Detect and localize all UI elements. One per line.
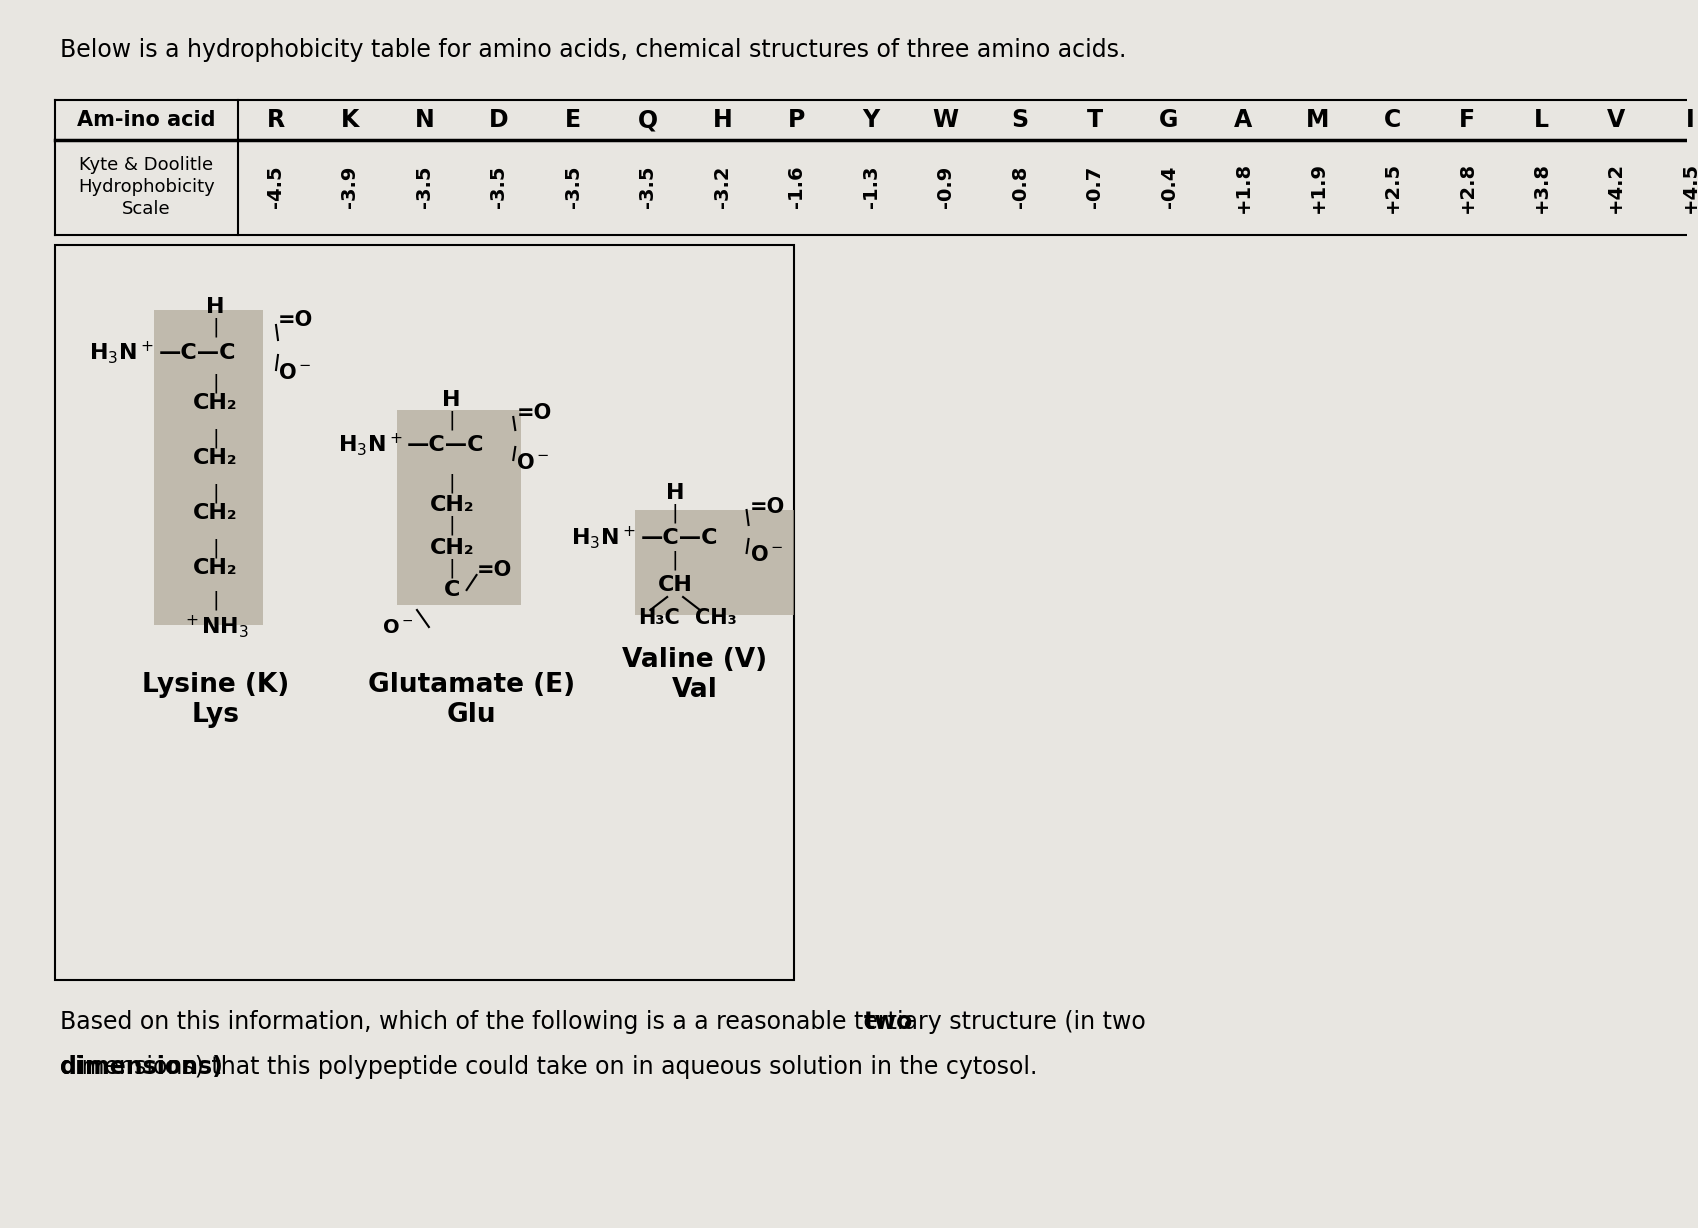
- Text: N: N: [414, 108, 435, 131]
- Text: -0.9: -0.9: [936, 166, 954, 208]
- Text: +4.5: +4.5: [1679, 161, 1698, 212]
- Text: -0.4: -0.4: [1158, 166, 1178, 209]
- Text: Kyte & Doolitle
Hydrophobicity
Scale: Kyte & Doolitle Hydrophobicity Scale: [78, 156, 214, 219]
- Text: CH₂: CH₂: [194, 393, 238, 413]
- Text: O$^-$: O$^-$: [516, 453, 550, 473]
- Text: =O: =O: [278, 309, 312, 330]
- Text: dimensions): dimensions): [59, 1055, 222, 1079]
- Text: =O: =O: [475, 560, 511, 580]
- Text: -1.6: -1.6: [786, 166, 807, 209]
- Text: -3.5: -3.5: [489, 166, 508, 209]
- FancyBboxPatch shape: [635, 510, 793, 615]
- Text: -3.5: -3.5: [564, 166, 582, 209]
- Text: |: |: [212, 317, 219, 336]
- Text: $^+$NH$_3$: $^+$NH$_3$: [182, 614, 250, 641]
- Text: |: |: [212, 429, 219, 448]
- Text: +1.9: +1.9: [1307, 162, 1326, 212]
- Text: K: K: [341, 108, 358, 131]
- Text: O$^-$: O$^-$: [382, 618, 413, 636]
- Text: D: D: [489, 108, 508, 131]
- Text: —C—C: —C—C: [408, 435, 484, 456]
- Text: CH₂: CH₂: [194, 448, 238, 468]
- FancyBboxPatch shape: [397, 410, 521, 605]
- Text: S: S: [1010, 108, 1027, 131]
- Text: |: |: [212, 591, 219, 610]
- Text: |: |: [671, 550, 678, 570]
- Text: I: I: [1684, 108, 1693, 131]
- Text: Q: Q: [637, 108, 657, 131]
- Text: T: T: [1087, 108, 1102, 131]
- Text: Based on this information, which of the following is a a reasonable tertiary str: Based on this information, which of the …: [59, 1009, 1144, 1034]
- Text: Y: Y: [863, 108, 880, 131]
- Text: -3.5: -3.5: [638, 166, 657, 209]
- Text: |: |: [212, 484, 219, 502]
- Text: |: |: [212, 538, 219, 558]
- Text: —C—C: —C—C: [640, 528, 718, 548]
- Text: +2.5: +2.5: [1382, 161, 1401, 212]
- Text: |: |: [448, 473, 455, 492]
- Text: -1.3: -1.3: [861, 166, 880, 209]
- Text: CH₂: CH₂: [430, 538, 474, 558]
- Text: -3.9: -3.9: [340, 166, 360, 209]
- Text: C: C: [1382, 108, 1401, 131]
- Text: -4.5: -4.5: [267, 166, 285, 209]
- Text: Glutamate (E): Glutamate (E): [368, 672, 576, 698]
- Text: —C—C: —C—C: [158, 343, 236, 363]
- Text: two: two: [863, 1009, 912, 1034]
- Text: CH₃: CH₃: [694, 608, 737, 628]
- Text: L: L: [1533, 108, 1549, 131]
- Text: CH₂: CH₂: [194, 558, 238, 578]
- Text: P: P: [788, 108, 805, 131]
- Text: V: V: [1606, 108, 1623, 131]
- Text: H$_3$N$^+$: H$_3$N$^+$: [571, 524, 635, 551]
- Text: -3.5: -3.5: [414, 166, 433, 209]
- Text: CH₂: CH₂: [194, 503, 238, 523]
- Text: |: |: [671, 503, 678, 523]
- Text: CH₂: CH₂: [430, 495, 474, 515]
- Text: -3.2: -3.2: [713, 166, 732, 209]
- Text: Lysine (K): Lysine (K): [141, 672, 289, 698]
- Text: =O: =O: [516, 403, 552, 422]
- Text: +3.8: +3.8: [1532, 162, 1550, 212]
- Text: R: R: [267, 108, 284, 131]
- Text: H$_3$N$^+$: H$_3$N$^+$: [90, 340, 155, 366]
- Text: M: M: [1306, 108, 1330, 131]
- Text: H₃C: H₃C: [638, 608, 679, 628]
- Text: =O: =O: [749, 497, 784, 517]
- Text: H: H: [441, 391, 460, 410]
- Text: Lys: Lys: [192, 702, 239, 728]
- Text: Valine (V): Valine (V): [621, 647, 767, 673]
- Text: |: |: [448, 516, 455, 534]
- Text: +4.2: +4.2: [1605, 161, 1625, 212]
- Text: W: W: [932, 108, 958, 131]
- Text: |: |: [448, 410, 455, 430]
- Text: |: |: [212, 373, 219, 393]
- Text: Below is a hydrophobicity table for amino acids, chemical structures of three am: Below is a hydrophobicity table for amin…: [59, 38, 1126, 61]
- Text: C: C: [443, 580, 460, 600]
- Text: O$^-$: O$^-$: [278, 363, 311, 383]
- Text: H: H: [666, 483, 684, 503]
- Text: +1.8: +1.8: [1233, 161, 1251, 212]
- Text: -0.7: -0.7: [1085, 166, 1104, 208]
- Text: Val: Val: [672, 677, 718, 702]
- Text: -0.8: -0.8: [1010, 166, 1029, 209]
- Text: +2.8: +2.8: [1457, 161, 1476, 212]
- Text: E: E: [565, 108, 581, 131]
- Text: Am­ino acid: Am­ino acid: [76, 111, 216, 130]
- Text: Glu: Glu: [447, 702, 496, 728]
- FancyBboxPatch shape: [155, 309, 263, 625]
- Text: H: H: [711, 108, 732, 131]
- Text: |: |: [448, 559, 455, 577]
- Text: G: G: [1158, 108, 1178, 131]
- Text: dimensions) that this polypeptide could take on in aqueous solution in the cytos: dimensions) that this polypeptide could …: [59, 1055, 1036, 1079]
- Text: F: F: [1459, 108, 1474, 131]
- Text: H$_3$N$^+$: H$_3$N$^+$: [338, 431, 402, 458]
- Text: H: H: [205, 297, 224, 317]
- Text: O$^-$: O$^-$: [749, 545, 783, 565]
- Text: CH: CH: [657, 575, 693, 596]
- Text: A: A: [1234, 108, 1251, 131]
